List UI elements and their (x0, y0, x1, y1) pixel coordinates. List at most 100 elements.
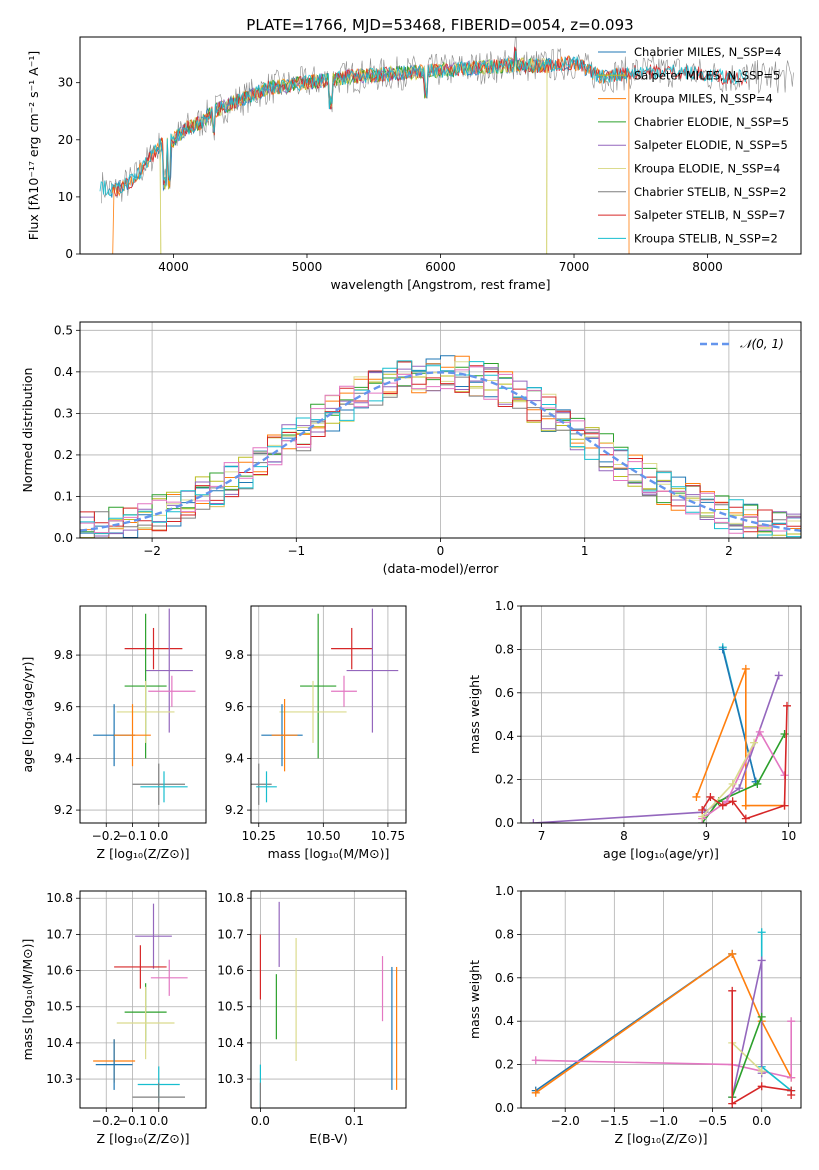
x-axis-label: Z [log₁₀(Z/Z⊙)] (97, 846, 190, 861)
weight-marker (757, 1082, 766, 1091)
panel-weight_vs_age: 7 8 9 10 0.0 0.2 0.4 0.6 0.8 1.0 age [log₁₀(age/yr… (467, 599, 802, 861)
plot-area-residuals (80, 355, 801, 538)
axes-frame (520, 605, 802, 824)
y-tick-label: 10.3 (217, 1072, 244, 1086)
y-tick-label: 9.6 (225, 700, 244, 714)
y-axis-label: age [log₁₀(age/yr)] (20, 657, 35, 773)
y-tick-label: 10.5 (217, 1000, 244, 1014)
x-axis-label: Z [log₁₀(Z/Z⊙)] (615, 1131, 708, 1146)
x-tick-label: 8000 (692, 260, 723, 274)
legend-entry: Chabrier STELIB, N_SSP=2 (634, 185, 786, 199)
x-axis-label: wavelength [Angstrom, rest frame] (330, 277, 550, 292)
weight-line (695, 668, 785, 807)
weight-marker (780, 730, 789, 739)
y-tick-label: 10.8 (217, 891, 244, 905)
plot-area-mass_vs_Z (93, 903, 188, 1108)
x-tick-label: 10.50 (306, 829, 340, 843)
weight-marker (757, 956, 766, 965)
x-tick-label: −0.1 (118, 829, 147, 843)
x-tick-label: 6000 (425, 260, 456, 274)
panel-spectrum: 4000 5000 6000 7000 8000 0 10 20 30 wavelength [A… (26, 36, 802, 292)
x-tick-label: 2 (725, 544, 733, 558)
weight-marker (728, 986, 737, 995)
y-tick-label: 9.2 (225, 803, 244, 817)
x-tick-label: −1.0 (649, 1114, 678, 1128)
x-tick-label: 0.0 (752, 1114, 771, 1128)
weight-marker (531, 1056, 540, 1065)
weight-marker (728, 797, 737, 806)
x-tick-label: −0.5 (698, 1114, 727, 1128)
x-tick-label: 8 (620, 829, 628, 843)
legend-entry: Salpeter MILES, N_SSP=5 (634, 68, 780, 82)
weight-marker (741, 664, 750, 673)
weight-marker (531, 1088, 540, 1097)
weight-marker (692, 792, 701, 801)
x-tick-label: −2 (143, 544, 161, 558)
x-axis-label: E(B-V) (309, 1131, 348, 1146)
x-tick-label: −0.2 (92, 1114, 121, 1128)
histogram-series (80, 366, 801, 534)
weight-line (722, 649, 757, 782)
panel-weight_vs_Z: −2.0 −1.5 −1.0 −0.5 0.0 0.0 0.2 0.4 0.6 0.8 1.0 Z [… (467, 884, 802, 1146)
panel-mass_vs_EBV: 0.0 0.1 10.3 10.4 10.5 10.6 10.7 10.8 E(B-V) (217, 890, 407, 1146)
weight-marker (787, 1073, 796, 1082)
y-tick-label: 0.4 (495, 729, 514, 743)
weight-marker (780, 801, 789, 810)
plot-area-age_vs_Z (93, 608, 196, 805)
histogram-series (80, 361, 801, 533)
y-tick-label: 0.2 (495, 773, 514, 787)
x-tick-label: 9 (702, 829, 710, 843)
x-tick-label: 1 (581, 544, 589, 558)
y-tick-label: 20 (58, 133, 73, 147)
weight-marker (718, 801, 727, 810)
x-axis-label: (data-model)/error (383, 561, 500, 576)
x-tick-label: −1 (287, 544, 305, 558)
y-tick-label: 9.8 (54, 648, 73, 662)
legend-entry: Salpeter STELIB, N_SSP=7 (634, 208, 785, 222)
weight-line (535, 952, 792, 1094)
x-tick-label: 10.25 (242, 829, 276, 843)
y-tick-label: 10.8 (46, 891, 73, 905)
x-tick-label: 10 (781, 829, 796, 843)
y-tick-label: 0.1 (54, 489, 73, 503)
y-axis-label: mass weight (467, 675, 482, 754)
y-axis-label: Flux [fλ10⁻¹⁷ erg cm⁻² s⁻¹ A⁻¹] (26, 51, 41, 240)
y-axis-label: Normed distribution (20, 368, 35, 493)
y-tick-label: 9.4 (54, 751, 73, 765)
y-tick-label: 10.4 (46, 1036, 73, 1050)
y-tick-label: 0.2 (495, 1058, 514, 1072)
x-tick-label: −0.1 (118, 1114, 147, 1128)
y-tick-label: 9.2 (54, 803, 73, 817)
x-axis-label: Z [log₁₀(Z/Z⊙)] (97, 1131, 190, 1146)
normal-curve (80, 371, 801, 532)
spectrum-line (101, 37, 794, 204)
y-tick-label: 0.8 (495, 927, 514, 941)
panel-residuals: −2 −1 0 1 2 0.0 0.1 0.2 0.3 0.4 0.5 (data-model)/er… (20, 321, 802, 576)
x-tick-label: 0.0 (149, 1114, 168, 1128)
x-tick-label: 0.0 (149, 829, 168, 843)
y-axis-label: mass weight (467, 960, 482, 1039)
y-tick-label: 0.6 (495, 686, 514, 700)
y-tick-label: 9.4 (225, 751, 244, 765)
weight-marker (774, 671, 783, 680)
y-tick-label: 10.7 (46, 927, 73, 941)
axes-frame (520, 890, 802, 1109)
legend-entry: Kroupa MILES, N_SSP=4 (634, 92, 773, 106)
plot-area-spectrum (99, 37, 794, 254)
panel-age_vs_mass: 10.25 10.50 10.75 9.2 9.4 9.6 9.8 mass [log₁₀(M… (225, 605, 407, 861)
weight-marker (706, 792, 715, 801)
x-tick-label: 5000 (292, 260, 323, 274)
y-tick-label: 0.0 (495, 816, 514, 830)
weight-marker (783, 701, 791, 710)
legend-entry: Chabrier ELODIE, N_SSP=5 (634, 115, 789, 129)
axes-frame (250, 890, 407, 1109)
weight-marker (728, 949, 737, 958)
axes-frame (79, 36, 802, 255)
y-tick-label: 10.6 (217, 964, 244, 978)
x-tick-label: 0.0 (251, 1114, 270, 1128)
plot-area-weight_vs_age (529, 643, 791, 823)
y-tick-label: 30 (58, 76, 73, 90)
plot-area-age_vs_mass (251, 608, 399, 805)
y-tick-label: 1.0 (495, 884, 514, 898)
